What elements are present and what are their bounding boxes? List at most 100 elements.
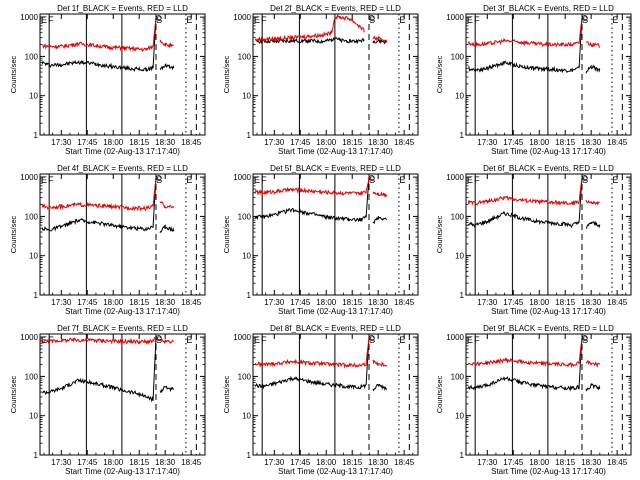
axes-box — [252, 13, 419, 136]
event-marker-label: S — [369, 335, 375, 345]
event-marker-label: S — [156, 175, 162, 185]
event-marker-label: E — [467, 175, 473, 185]
event-marker-label: F — [261, 335, 267, 345]
x-tick-label: 18:15 — [555, 298, 576, 307]
event-marker-label: S — [582, 175, 588, 185]
y-tick-label: 1 — [460, 451, 465, 460]
x-axis-title: Start Time (02-Aug-13 17:17:40) — [278, 467, 393, 476]
x-tick-label: 18:30 — [581, 138, 602, 147]
saa-marker-icon — [368, 335, 375, 341]
event-marker-label: E — [186, 335, 192, 345]
x-tick-label: 18:00 — [316, 298, 337, 307]
lld-series-line — [159, 201, 175, 209]
y-tick-label: 1 — [34, 451, 39, 460]
axes-box — [39, 173, 206, 296]
y-tick-label: 1 — [460, 131, 465, 140]
x-tick-label: 18:00 — [529, 298, 550, 307]
x-tick-label: 18:30 — [368, 298, 389, 307]
x-tick-label: 18:30 — [368, 458, 389, 467]
lld-series-line — [585, 359, 601, 368]
event-marker-label: E — [254, 15, 260, 25]
x-axis-title: Start Time (02-Aug-13 17:17:40) — [65, 467, 180, 476]
x-tick-label: 18:45 — [607, 298, 628, 307]
y-tick-label: 1 — [460, 291, 465, 300]
lld-series-line — [254, 175, 370, 197]
y-tick-label: 1 — [247, 451, 252, 460]
detector-panel: Det 5f_BLACK = Events, RED = LLD 1 10 100 10… — [222, 164, 419, 316]
y-tick-label: 100 — [451, 52, 465, 61]
event-marker-label: E — [254, 335, 260, 345]
saa-marker-icon — [155, 15, 162, 21]
event-marker-label: S — [369, 15, 375, 25]
events-series-line — [586, 220, 601, 229]
events-series-line — [255, 36, 365, 45]
event-marker-label: E — [186, 175, 192, 185]
x-tick-label: 18:30 — [155, 138, 176, 147]
x-tick-label: 18:30 — [155, 298, 176, 307]
x-axis-title: Start Time (02-Aug-13 17:17:40) — [491, 467, 606, 476]
lld-series-line — [467, 17, 583, 48]
axes-box — [39, 13, 206, 136]
x-tick-label: 18:45 — [394, 298, 415, 307]
event-marker-label: F — [261, 175, 267, 185]
y-tick-label: 1000 — [20, 13, 38, 22]
event-marker-label: S — [369, 175, 375, 185]
x-tick-label: 18:30 — [155, 458, 176, 467]
event-marker-label: E — [254, 175, 260, 185]
y-tick-label: 1000 — [233, 173, 251, 182]
x-tick-label: 18:30 — [368, 138, 389, 147]
y-tick-label: 100 — [25, 52, 39, 61]
x-tick-label: 17:45 — [503, 298, 524, 307]
event-marker-label: E — [399, 175, 405, 185]
events-series-line — [254, 177, 370, 223]
event-marker-label: E — [41, 175, 47, 185]
y-tick-label: 100 — [451, 372, 465, 381]
events-series-line — [585, 64, 601, 74]
x-tick-label: 17:45 — [503, 458, 524, 467]
panel-title: Det 7f_BLACK = Events, RED = LLD — [57, 324, 188, 333]
x-tick-label: 17:30 — [477, 298, 498, 307]
y-tick-label: 1000 — [20, 333, 38, 342]
lld-series-line — [372, 35, 388, 43]
events-series-line — [372, 383, 388, 392]
panel-title: Det 3f_BLACK = Events, RED = LLD — [483, 4, 614, 13]
x-tick-label: 18:45 — [607, 138, 628, 147]
event-marker-label: E — [41, 335, 47, 345]
y-axis-label: Counts/sec — [222, 375, 231, 413]
y-tick-label: 1000 — [446, 13, 464, 22]
x-axis-title: Start Time (02-Aug-13 17:17:40) — [65, 307, 180, 316]
detector-panel: Det 4f_BLACK = Events, RED = LLD 1 10 100 10… — [9, 164, 206, 316]
events-series-line — [41, 17, 157, 73]
x-tick-label: 18:00 — [103, 138, 124, 147]
y-tick-label: 100 — [238, 212, 252, 221]
events-series-line — [42, 337, 157, 403]
event-marker-label: F — [48, 15, 54, 25]
events-series-line — [468, 17, 583, 74]
y-tick-label: 1 — [34, 131, 39, 140]
y-tick-label: 10 — [29, 92, 38, 101]
event-marker-label: E — [467, 335, 473, 345]
events-series-line — [41, 177, 157, 232]
y-tick-label: 1 — [34, 291, 39, 300]
x-axis-title: Start Time (02-Aug-13 17:17:40) — [65, 147, 180, 156]
panel-title: Det 6f_BLACK = Events, RED = LLD — [483, 164, 614, 173]
events-series-line — [585, 383, 601, 392]
x-tick-label: 18:15 — [342, 138, 363, 147]
detector-panel: Det 1f_BLACK = Events, RED = LLD 1 10 100 10… — [9, 4, 206, 156]
y-tick-label: 10 — [242, 252, 251, 261]
x-tick-label: 17:30 — [51, 138, 72, 147]
event-marker-label: E — [399, 335, 405, 345]
lld-series-line — [372, 359, 388, 367]
panel-title: Det 8f_BLACK = Events, RED = LLD — [270, 324, 401, 333]
detector-panel: Det 2f_BLACK = Events, RED = LLD 1 10 100 10… — [222, 4, 419, 156]
x-tick-label: 17:30 — [51, 458, 72, 467]
axes-box — [252, 173, 419, 296]
saa-marker-icon — [155, 335, 162, 341]
saa-marker-icon — [155, 175, 162, 181]
lld-series-line — [467, 177, 583, 206]
events-series-line — [254, 337, 370, 390]
lld-series-line — [41, 336, 157, 346]
x-axis-title: Start Time (02-Aug-13 17:17:40) — [278, 307, 393, 316]
y-tick-label: 10 — [29, 412, 38, 421]
lld-series-line — [159, 338, 174, 345]
